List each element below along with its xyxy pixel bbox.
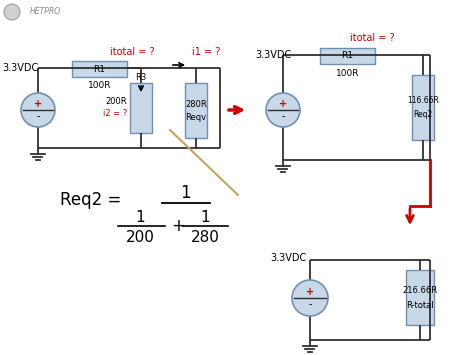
Text: 216.66R: 216.66R <box>402 286 438 295</box>
Text: +: + <box>34 99 42 109</box>
Text: i2 = ?: i2 = ? <box>103 109 127 118</box>
Bar <box>406 270 434 325</box>
Text: Reqv: Reqv <box>185 113 207 122</box>
Text: -: - <box>281 111 285 121</box>
Text: 116.66R: 116.66R <box>407 96 439 105</box>
Text: 1: 1 <box>200 211 210 225</box>
Text: -: - <box>308 299 312 309</box>
Text: +: + <box>171 217 185 235</box>
Text: itotal = ?: itotal = ? <box>110 47 155 57</box>
Text: itotal = ?: itotal = ? <box>350 33 395 43</box>
Text: 200R: 200R <box>105 98 127 106</box>
Text: 100R: 100R <box>336 69 359 77</box>
Text: 280: 280 <box>191 229 219 245</box>
Text: Req2 =: Req2 = <box>60 191 121 209</box>
Text: 3.3VDC: 3.3VDC <box>270 253 306 263</box>
Text: R1: R1 <box>341 51 354 60</box>
Bar <box>320 48 375 64</box>
Bar <box>412 75 434 140</box>
Text: HETPRO: HETPRO <box>30 7 61 16</box>
Text: -: - <box>36 111 40 121</box>
Text: 1: 1 <box>180 184 191 202</box>
Text: R1: R1 <box>93 65 106 73</box>
Text: +: + <box>279 99 287 109</box>
Circle shape <box>4 4 20 20</box>
Bar <box>185 83 207 138</box>
Text: i1 = ?: i1 = ? <box>192 47 220 57</box>
Text: +: + <box>306 287 314 297</box>
Bar <box>72 61 127 77</box>
Text: R-total: R-total <box>406 301 434 310</box>
Circle shape <box>266 93 300 127</box>
Text: 200: 200 <box>126 229 155 245</box>
Circle shape <box>21 93 55 127</box>
Text: 1: 1 <box>135 211 145 225</box>
Text: R3: R3 <box>136 72 146 82</box>
Text: 280R: 280R <box>185 100 207 109</box>
Bar <box>130 83 152 133</box>
Text: Req2: Req2 <box>413 110 433 119</box>
Circle shape <box>292 280 328 316</box>
Text: 3.3VDC: 3.3VDC <box>2 63 38 73</box>
Text: 3.3VDC: 3.3VDC <box>255 50 291 60</box>
Text: 100R: 100R <box>88 82 111 91</box>
